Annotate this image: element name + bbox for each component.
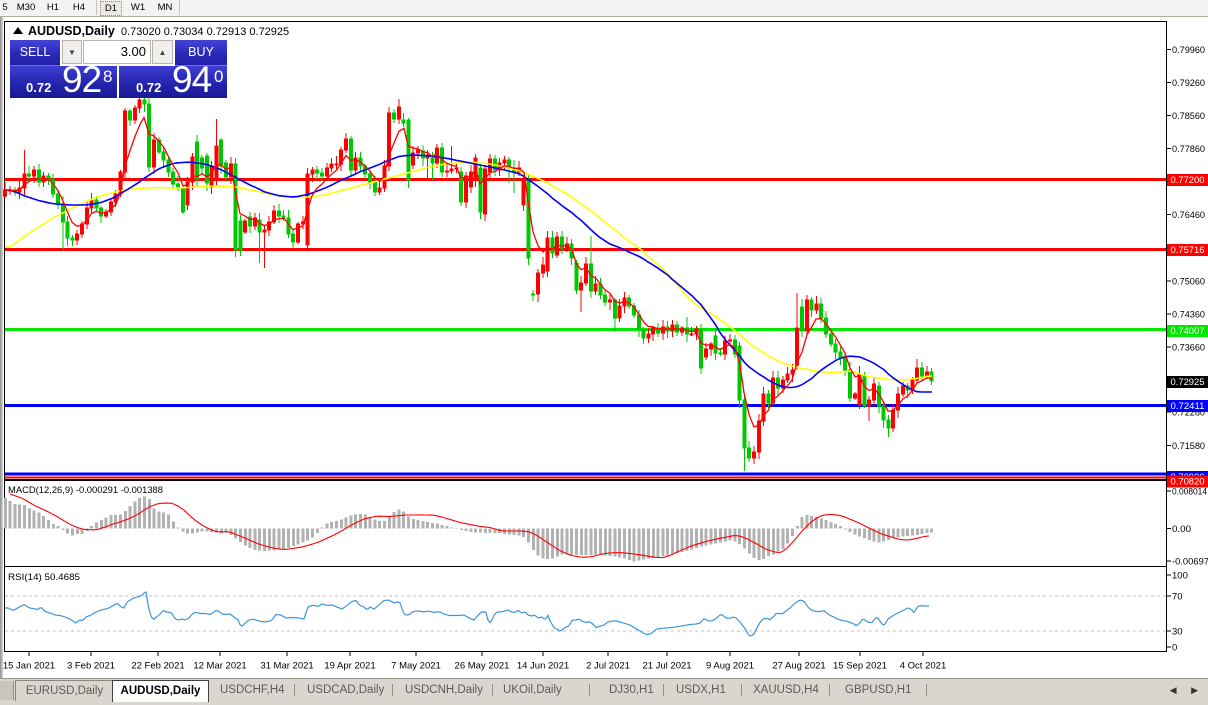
svg-text:0.76460: 0.76460 (1172, 210, 1205, 221)
svg-text:MACD(12,26,9) -0.000291 -0.001: MACD(12,26,9) -0.000291 -0.001388 (8, 485, 163, 496)
svg-text:12 Mar 2021: 12 Mar 2021 (193, 661, 246, 672)
svg-text:70: 70 (1172, 592, 1183, 603)
svg-text:0.78560: 0.78560 (1172, 111, 1205, 122)
svg-text:22 Feb 2021: 22 Feb 2021 (131, 661, 184, 672)
svg-text:19 Apr 2021: 19 Apr 2021 (324, 661, 375, 672)
svg-text:0.72280: 0.72280 (1172, 408, 1205, 419)
svg-text:-0.00697: -0.00697 (1172, 557, 1208, 568)
svg-text:0: 0 (1172, 643, 1177, 654)
svg-text:9 Aug 2021: 9 Aug 2021 (706, 661, 754, 672)
svg-text:0.77200: 0.77200 (1171, 175, 1205, 186)
svg-text:7 May 2021: 7 May 2021 (391, 661, 441, 672)
svg-text:31 Mar 2021: 31 Mar 2021 (260, 661, 313, 672)
svg-text:0.72925: 0.72925 (1171, 377, 1205, 388)
svg-text:0.79960: 0.79960 (1172, 45, 1205, 56)
svg-text:15 Sep 2021: 15 Sep 2021 (833, 661, 887, 672)
svg-text:0.75060: 0.75060 (1172, 276, 1205, 287)
svg-text:0.75716: 0.75716 (1171, 245, 1205, 256)
svg-text:0.74007: 0.74007 (1171, 326, 1205, 337)
svg-text:26 May 2021: 26 May 2021 (455, 661, 510, 672)
svg-text:0.79260: 0.79260 (1172, 78, 1205, 89)
svg-text:0.77860: 0.77860 (1172, 144, 1205, 155)
svg-text:2 Jul 2021: 2 Jul 2021 (586, 661, 630, 672)
svg-text:0.00: 0.00 (1172, 524, 1191, 535)
svg-text:0.008014: 0.008014 (1172, 487, 1207, 498)
svg-text:0.71580: 0.71580 (1172, 441, 1205, 452)
svg-text:0.72411: 0.72411 (1171, 401, 1205, 412)
svg-text:0.74360: 0.74360 (1172, 309, 1205, 320)
svg-text:RSI(14) 50.4685: RSI(14) 50.4685 (8, 572, 80, 583)
svg-text:30: 30 (1172, 627, 1183, 638)
svg-text:14 Jun 2021: 14 Jun 2021 (517, 661, 569, 672)
svg-text:15 Jan 2021: 15 Jan 2021 (3, 661, 55, 672)
svg-text:3 Feb 2021: 3 Feb 2021 (67, 661, 115, 672)
svg-text:100: 100 (1172, 571, 1188, 582)
svg-text:4 Oct 2021: 4 Oct 2021 (900, 661, 946, 672)
svg-text:21 Jul 2021: 21 Jul 2021 (642, 661, 691, 672)
svg-text:27 Aug 2021: 27 Aug 2021 (772, 661, 825, 672)
svg-text:0.73660: 0.73660 (1172, 343, 1205, 354)
svg-text:0.70820: 0.70820 (1171, 477, 1205, 488)
